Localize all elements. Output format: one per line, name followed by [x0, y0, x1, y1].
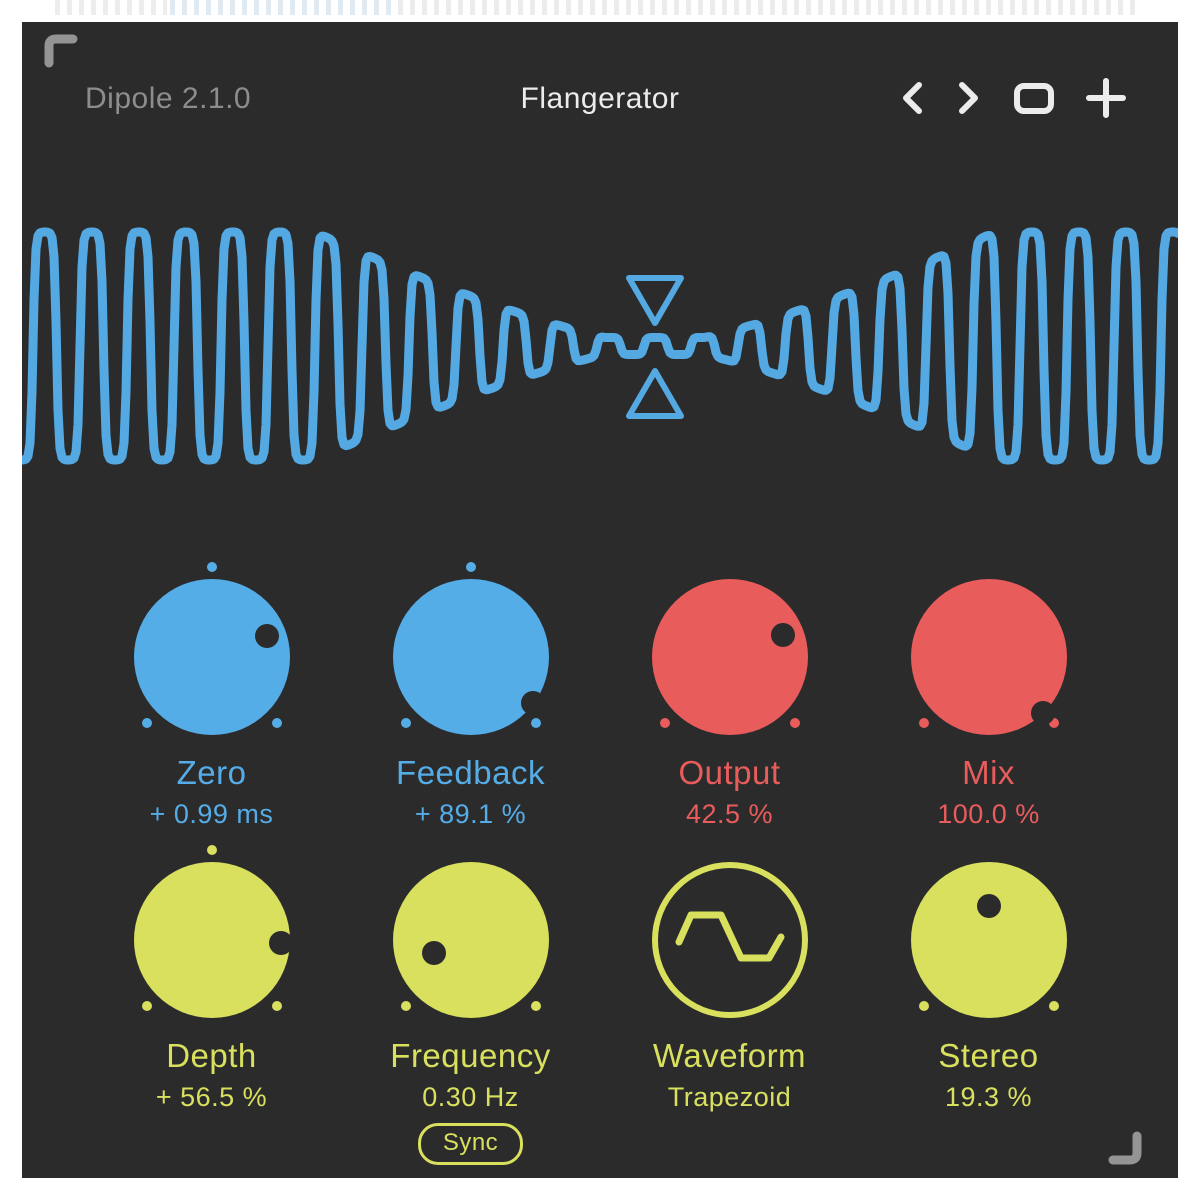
knob-value[interactable]: Trapezoid: [667, 1082, 792, 1112]
min-tick: [400, 1001, 411, 1011]
knob-indicator-dot: [976, 893, 1001, 918]
depth-knob[interactable]: [133, 862, 293, 1018]
knob-cell-stereo: Stereo 19.3 %: [859, 845, 1118, 1165]
knob-value[interactable]: 0.30 Hz: [422, 1082, 519, 1112]
knob-value[interactable]: 19.3 %: [944, 1082, 1033, 1112]
knob-cell-mix: Mix 100.0 %: [859, 562, 1118, 830]
sliver-bars: [55, 0, 167, 15]
knob-value[interactable]: 100.0 %: [937, 799, 1040, 829]
knob-indicator-dot: [255, 624, 280, 649]
waveform-display: [22, 227, 1178, 465]
knob-label: Zero: [176, 754, 247, 791]
knob-label: Waveform: [652, 1037, 807, 1074]
resize-corner-top-left[interactable]: [44, 34, 78, 68]
knob-cell-frequency: Frequency 0.30 Hz Sync: [341, 845, 600, 1165]
knob-cell-feedback: Feedback + 89.1 %: [341, 562, 600, 830]
min-tick: [918, 718, 929, 728]
add-preset-icon[interactable]: [1086, 78, 1126, 118]
knob-indicator-dot: [1031, 700, 1055, 725]
knob-label: Mix: [962, 754, 1015, 791]
knob-value[interactable]: + 56.5 %: [155, 1082, 268, 1112]
plugin-version: Dipole 2.1.0: [85, 82, 252, 115]
knob-label: Stereo: [938, 1037, 1039, 1074]
knob-indicator-dot: [421, 941, 446, 966]
trapezoid-wave-icon: [675, 911, 784, 962]
feedback-knob[interactable]: [392, 579, 549, 735]
knob-label: Feedback: [396, 754, 545, 791]
min-tick: [400, 718, 411, 728]
zero-knob[interactable]: [133, 579, 290, 735]
pinch-marker-bottom: [626, 368, 684, 419]
knob-indicator-dot: [771, 622, 796, 647]
sync-button[interactable]: Sync: [417, 1123, 524, 1165]
preset-name[interactable]: Flangerator: [520, 82, 680, 115]
center-tick: [465, 562, 476, 572]
knob-value[interactable]: + 0.99 ms: [149, 799, 274, 829]
frequency-knob[interactable]: [392, 862, 549, 1018]
knob-cell-zero: Zero + 0.99 ms: [82, 562, 341, 830]
pinch-marker-top: [626, 275, 684, 326]
waveform-selector[interactable]: [647, 857, 813, 1023]
max-tick: [1048, 1001, 1059, 1011]
resize-corner-bottom-right[interactable]: [1108, 1131, 1142, 1165]
stereo-knob[interactable]: [910, 862, 1067, 1018]
max-tick: [530, 718, 541, 728]
max-tick: [271, 1001, 282, 1011]
previous-preset-icon[interactable]: [899, 78, 925, 118]
output-knob[interactable]: [651, 579, 808, 735]
center-tick: [206, 562, 217, 572]
sliver-bars: [170, 0, 392, 15]
knob-indicator-dot: [521, 690, 546, 715]
knob-label: Depth: [166, 1037, 257, 1074]
knob-cell-depth: Depth + 56.5 %: [82, 845, 341, 1165]
knob-label: Output: [678, 754, 781, 791]
knob-value[interactable]: 42.5 %: [685, 799, 774, 829]
knob-cell-waveform: Waveform Trapezoid: [600, 845, 859, 1165]
max-tick: [1048, 718, 1059, 728]
center-tick: [206, 845, 217, 855]
max-tick: [530, 1001, 541, 1011]
min-tick: [918, 1001, 929, 1011]
plugin-panel: Dipole 2.1.0 Flangerator: [22, 22, 1178, 1178]
min-tick: [659, 718, 670, 728]
knob-indicator-dot: [268, 931, 293, 956]
knob-label: Frequency: [390, 1037, 551, 1074]
max-tick: [271, 718, 282, 728]
min-tick: [141, 1001, 152, 1011]
knob-value[interactable]: + 89.1 %: [414, 799, 527, 829]
preset-browser-icon[interactable]: [1013, 78, 1055, 118]
window-above-sliver: [0, 0, 1200, 22]
next-preset-icon[interactable]: [956, 78, 982, 118]
sliver-bars: [398, 0, 1136, 15]
max-tick: [789, 718, 800, 728]
knob-cell-output: Output 42.5 %: [600, 562, 859, 830]
mix-knob[interactable]: [910, 579, 1067, 735]
min-tick: [141, 718, 152, 728]
